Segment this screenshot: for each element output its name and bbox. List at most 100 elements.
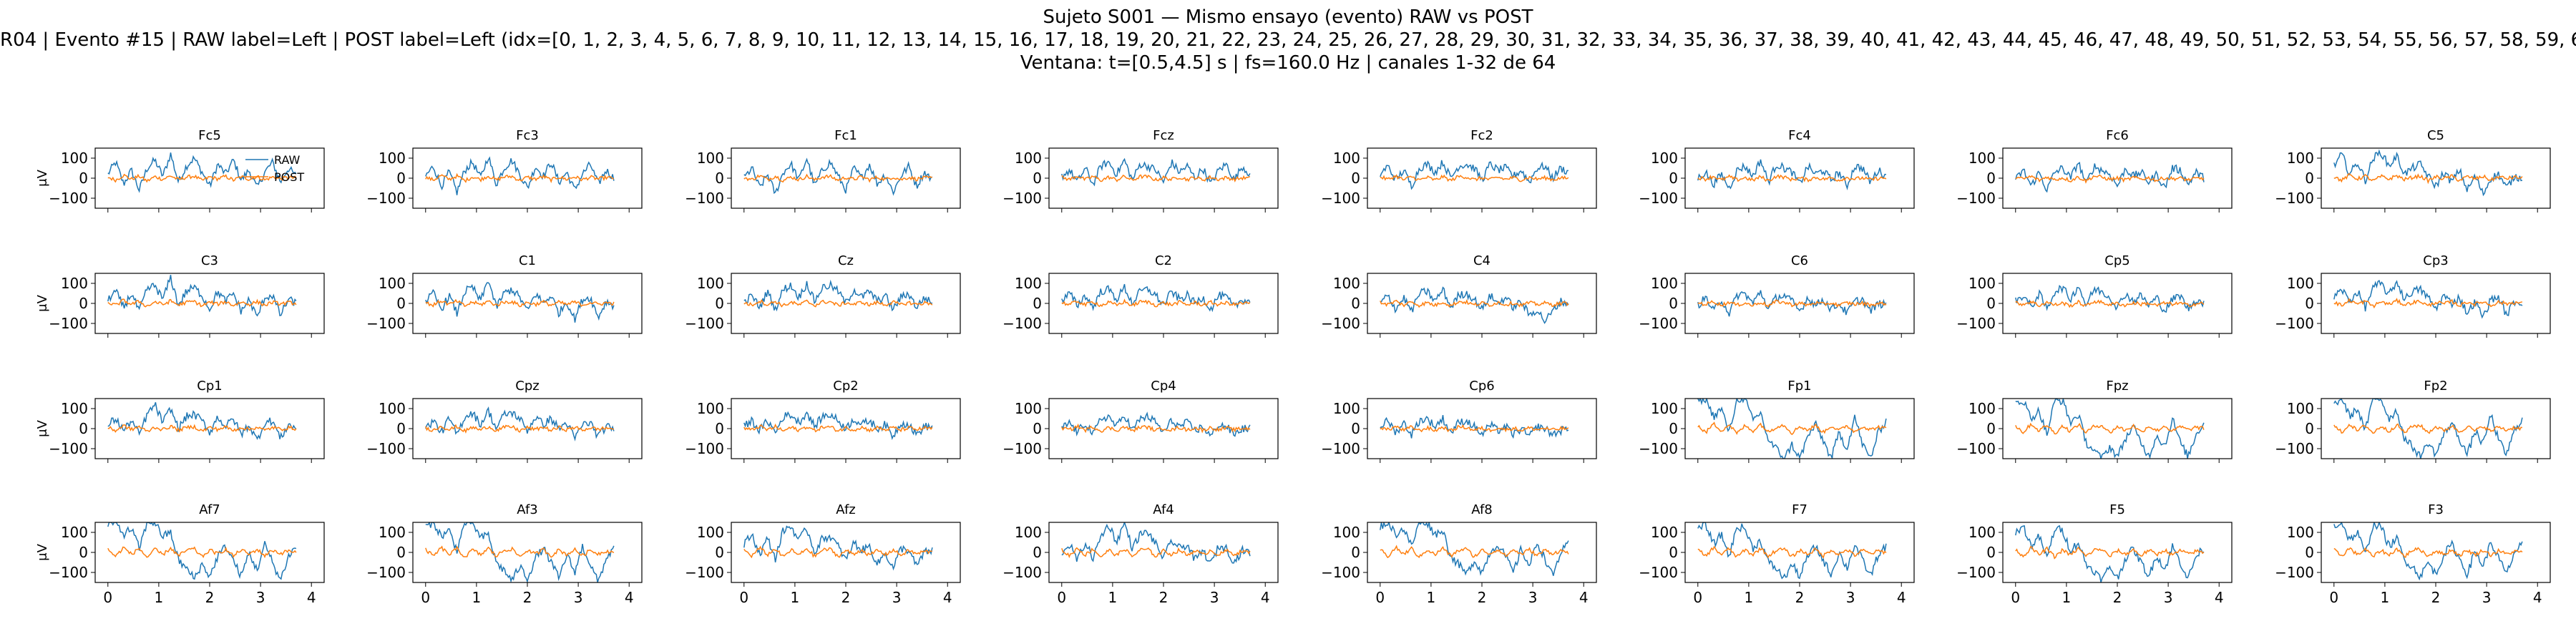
y-tick-label: 100 (1651, 524, 1678, 541)
x-tick-label: 0 (1057, 589, 1066, 606)
raw-trace (1380, 286, 1569, 324)
post-trace (2333, 172, 2523, 185)
y-tick-label: 0 (79, 544, 88, 561)
y-tick-label: 100 (697, 275, 724, 292)
raw-trace (743, 411, 933, 441)
post-trace (107, 173, 297, 183)
y-tick-label: 0 (1986, 420, 1996, 437)
post-trace (1380, 174, 1569, 182)
y-tick-label: 100 (379, 150, 406, 167)
y-tick-label: −100 (1321, 190, 1360, 207)
y-tick-label: 0 (79, 170, 88, 187)
y-tick-label: 0 (1351, 170, 1360, 187)
panel-title: Fc6 (2106, 128, 2129, 143)
raw-trace (2015, 399, 2205, 459)
panel-title: Fc1 (834, 128, 857, 143)
legend-label: POST (274, 170, 304, 184)
raw-trace (1061, 157, 1251, 187)
channel-panel: Fcz 100 0 −100 (1002, 128, 1279, 213)
x-tick-label: 2 (2431, 589, 2441, 606)
panel-title: Cp6 (1469, 379, 1494, 394)
channel-panel: C1 100 0 −100 (366, 253, 643, 338)
y-tick-label: 100 (697, 400, 724, 417)
legend-label: RAW (274, 153, 301, 167)
channel-panel: F7 100 0 −100 0 1 2 3 4 (1639, 502, 1915, 606)
raw-trace (1380, 414, 1569, 439)
post-trace (2333, 298, 2523, 309)
channel-panel: Af7 100 0 −100 0 1 2 3 4 μV (35, 502, 325, 606)
x-tick-label: 4 (2533, 589, 2542, 606)
raw-trace (425, 282, 615, 323)
panel-title: Cp4 (1151, 379, 1176, 394)
x-tick-label: 2 (1478, 589, 1487, 606)
y-axis-label: μV (35, 294, 50, 311)
raw-trace (107, 275, 297, 317)
y-tick-label: 100 (697, 524, 724, 541)
channel-panel: C4 100 0 −100 (1321, 253, 1597, 338)
post-trace (425, 172, 615, 184)
y-tick-label: −100 (1639, 315, 1678, 332)
y-tick-label: 100 (379, 400, 406, 417)
panel-title: Fcz (1153, 128, 1174, 143)
x-tick-label: 1 (1745, 589, 1754, 606)
y-tick-label: 0 (715, 295, 724, 312)
y-axis-label: μV (35, 543, 50, 560)
post-trace (2333, 423, 2522, 434)
y-tick-label: 0 (715, 170, 724, 187)
y-tick-label: 0 (715, 420, 724, 437)
x-tick-label: 2 (1159, 589, 1169, 606)
y-tick-label: 100 (1333, 150, 1360, 167)
raw-trace (425, 522, 615, 582)
y-tick-label: −100 (2275, 440, 2314, 457)
y-tick-label: 0 (1669, 420, 1678, 437)
x-tick-label: 2 (523, 589, 532, 606)
y-tick-label: 0 (1669, 170, 1678, 187)
panel-title: Fc5 (198, 128, 221, 143)
y-tick-label: 0 (1986, 295, 1996, 312)
panel-title: Cp5 (2104, 253, 2129, 268)
panel-title: Af8 (1471, 502, 1492, 517)
y-tick-label: −100 (49, 440, 88, 457)
y-tick-label: 0 (396, 295, 406, 312)
y-tick-label: 0 (1986, 170, 1996, 187)
raw-trace (1061, 411, 1251, 437)
x-tick-label: 1 (472, 589, 482, 606)
panel-title: Cz (838, 253, 854, 268)
y-tick-label: −100 (2275, 315, 2314, 332)
channel-panel: Cp2 100 0 −100 (685, 379, 961, 463)
x-tick-label: 2 (205, 589, 215, 606)
x-tick-label: 4 (625, 589, 634, 606)
axes-frame (731, 522, 961, 583)
post-trace (107, 424, 297, 433)
y-tick-label: 100 (1651, 275, 1678, 292)
channel-panel: Fc3 100 0 −100 (366, 128, 643, 213)
post-trace (1061, 174, 1251, 182)
post-trace (1061, 547, 1251, 559)
raw-trace (743, 525, 933, 571)
y-tick-label: 0 (1986, 544, 1996, 561)
post-trace (1697, 421, 1887, 436)
x-tick-label: 3 (892, 589, 902, 606)
post-trace (2015, 546, 2205, 560)
post-trace (425, 545, 615, 558)
x-tick-label: 1 (1427, 589, 1436, 606)
y-tick-label: 100 (1333, 524, 1360, 541)
channel-panel: Afz 100 0 −100 0 1 2 3 4 (685, 502, 961, 606)
y-tick-label: 0 (1351, 544, 1360, 561)
channel-panel: Af4 100 0 −100 0 1 2 3 4 (1002, 502, 1279, 606)
panel-title: F3 (2428, 502, 2444, 517)
channel-panel: Cp6 100 0 −100 (1321, 379, 1597, 463)
channel-panel: Fc4 100 0 −100 (1639, 128, 1915, 213)
raw-trace (1697, 399, 1887, 459)
panel-title: F5 (2109, 502, 2125, 517)
y-tick-label: 100 (1968, 150, 1996, 167)
x-tick-label: 2 (2113, 589, 2122, 606)
x-tick-label: 3 (1210, 589, 1219, 606)
y-tick-label: −100 (1639, 440, 1678, 457)
channel-panel: Fpz 100 0 −100 (1956, 379, 2233, 463)
y-tick-label: −100 (685, 190, 724, 207)
figure-title-line-3: Ventana: t=[0.5,4.5] s | fs=160.0 Hz | c… (1020, 52, 1556, 74)
y-tick-label: 100 (1015, 400, 1042, 417)
panel-title: Fp1 (1787, 379, 1811, 394)
